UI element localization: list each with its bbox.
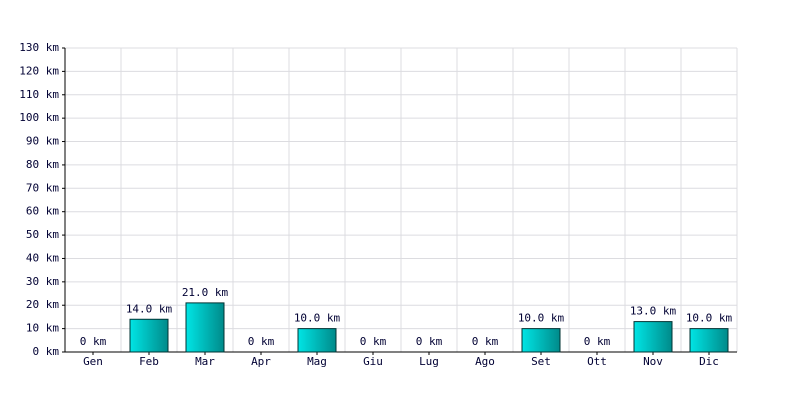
- data-label: 0 km: [80, 335, 107, 348]
- x-tick-label: Ago: [475, 355, 495, 368]
- data-label: 0 km: [472, 335, 499, 348]
- data-label: 13.0 km: [630, 305, 677, 318]
- x-tick-label: Apr: [251, 355, 271, 368]
- x-tick-label: Dic: [699, 355, 719, 368]
- x-tick-label: Gen: [83, 355, 103, 368]
- data-label: 21.0 km: [182, 286, 229, 299]
- data-label: 0 km: [248, 335, 275, 348]
- data-label: 0 km: [416, 335, 443, 348]
- y-tick-label: 90 km: [26, 135, 59, 148]
- y-tick-label: 10 km: [26, 322, 59, 335]
- data-label: 0 km: [584, 335, 611, 348]
- bar: [521, 328, 561, 353]
- bar: [185, 302, 225, 353]
- y-tick-label: 80 km: [26, 158, 59, 171]
- data-label: 10.0 km: [294, 312, 341, 325]
- x-tick-label: Ott: [587, 355, 607, 368]
- y-tick-label: 40 km: [26, 251, 59, 264]
- bar: [129, 318, 169, 353]
- bar: [689, 328, 729, 353]
- data-label: 10.0 km: [518, 312, 565, 325]
- y-tick-label: 50 km: [26, 228, 59, 241]
- x-tick-label: Lug: [419, 355, 439, 368]
- x-tick-label: Mar: [195, 355, 215, 368]
- y-tick-label: 120 km: [19, 64, 59, 77]
- data-label: 14.0 km: [126, 302, 173, 315]
- y-tick-label: 110 km: [19, 88, 59, 101]
- data-label: 0 km: [360, 335, 387, 348]
- y-tick-label: 100 km: [19, 111, 59, 124]
- bar: [633, 321, 673, 353]
- x-tick-label: Nov: [643, 355, 663, 368]
- x-tick-label: Mag: [307, 355, 327, 368]
- y-tick-label: 0 km: [33, 345, 60, 358]
- data-label: 10.0 km: [686, 312, 733, 325]
- x-tick-label: Set: [531, 355, 551, 368]
- y-tick-label: 30 km: [26, 275, 59, 288]
- x-tick-label: Giu: [363, 355, 383, 368]
- y-tick-label: 130 km: [19, 41, 59, 54]
- bar: [297, 328, 337, 353]
- x-tick-label: Feb: [139, 355, 159, 368]
- y-tick-label: 70 km: [26, 181, 59, 194]
- y-tick-label: 60 km: [26, 205, 59, 218]
- y-tick-label: 20 km: [26, 298, 59, 311]
